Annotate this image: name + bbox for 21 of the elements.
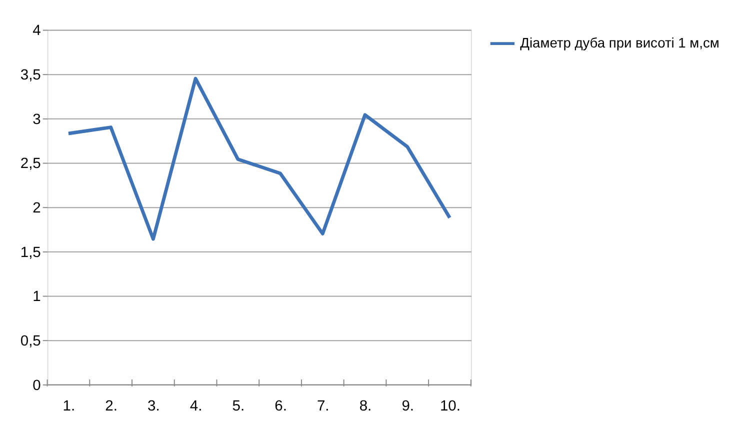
y-tick-label: 4 [32, 23, 41, 40]
x-tick-label: 2. [105, 398, 118, 415]
y-tick-label: 2 [32, 200, 41, 217]
x-tick-label: 9. [402, 398, 414, 415]
x-tick-label: 5. [232, 398, 245, 415]
y-tick-label: 1,5 [20, 244, 41, 261]
y-tick-label: 2,5 [20, 156, 41, 172]
y-tick-label: 3 [32, 112, 41, 128]
x-tick-label: 8. [359, 398, 372, 415]
x-tick-label: 6. [274, 398, 287, 415]
x-tick-label: 7. [316, 398, 330, 415]
line-series [66, 76, 452, 241]
legend-label: Діаметр дуба при висоті 1 м,см [520, 35, 720, 50]
x-tick-label: 4. [190, 398, 202, 415]
x-tick-label: 3. [148, 398, 160, 415]
y-tick-label: 1 [32, 289, 41, 306]
y-tick-label: 0 [32, 378, 41, 394]
y-tick-label: 3,5 [20, 68, 41, 84]
y-tick-label: 0,5 [20, 334, 41, 350]
x-tick-label: 10. [440, 398, 460, 415]
x-tick-label: 1. [62, 398, 76, 415]
